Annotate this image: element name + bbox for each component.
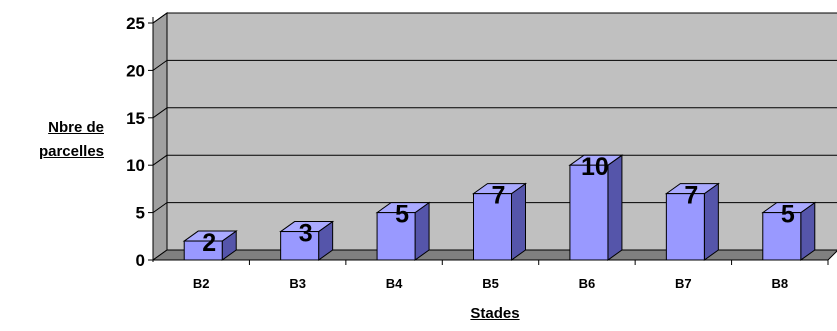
bar-b6 bbox=[569, 164, 609, 261]
y-tick-label: 25 bbox=[126, 14, 145, 33]
bar-b4 bbox=[376, 212, 416, 261]
plot-side-wall bbox=[152, 12, 168, 261]
bar-b7 bbox=[665, 193, 705, 261]
x-axis-label: Stades bbox=[470, 305, 520, 322]
y-axis-label: Nbre de parcelles bbox=[4, 116, 104, 164]
bar-side-b7 bbox=[703, 182, 719, 261]
y-tick-label: 5 bbox=[136, 204, 145, 223]
y-tick-label: 20 bbox=[126, 61, 145, 80]
gridline-side bbox=[152, 59, 168, 71]
y-axis-label-line-2: parcelles bbox=[38, 143, 104, 160]
x-tick-label-b5: B5 bbox=[482, 276, 499, 291]
bar-b8 bbox=[762, 212, 802, 261]
y-tick-label: 15 bbox=[126, 109, 145, 128]
x-tick-label-b8: B8 bbox=[771, 276, 788, 291]
data-label-b7: 7 bbox=[684, 182, 698, 210]
bar-b3 bbox=[280, 231, 320, 261]
gridline-side bbox=[152, 107, 168, 119]
bar-side-b5 bbox=[511, 182, 526, 261]
gridline-side bbox=[152, 154, 168, 166]
bar-b5 bbox=[473, 193, 512, 261]
gridline-side bbox=[152, 202, 168, 214]
data-label-b6: 10 bbox=[581, 153, 609, 181]
x-tick-label-b6: B6 bbox=[579, 276, 596, 291]
x-tick-label-b7: B7 bbox=[675, 276, 692, 291]
data-label-b8: 5 bbox=[781, 201, 795, 229]
x-tick-label-b3: B3 bbox=[289, 276, 306, 291]
x-tick-label-b4: B4 bbox=[386, 276, 403, 291]
data-label-b5: 7 bbox=[492, 182, 506, 210]
x-tick-label-b2: B2 bbox=[193, 276, 210, 291]
y-tick-label: 10 bbox=[126, 156, 145, 175]
y-axis-label-line-1: Nbre de bbox=[48, 119, 104, 136]
y-tick-label: 0 bbox=[136, 251, 145, 270]
data-label-b3: 3 bbox=[299, 220, 313, 248]
gridline-side bbox=[152, 12, 168, 24]
bar-side-b6 bbox=[607, 154, 623, 261]
data-label-b2: 2 bbox=[202, 229, 216, 257]
data-label-b4: 5 bbox=[395, 201, 409, 229]
bar-b2 bbox=[183, 240, 223, 261]
